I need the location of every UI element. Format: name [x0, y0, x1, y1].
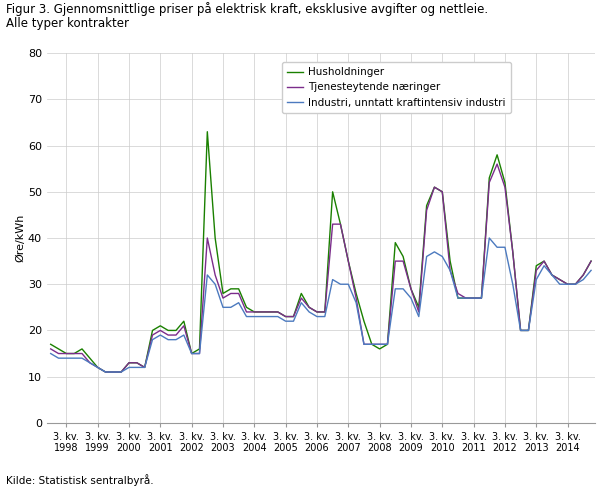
Industri, unntatt kraftintensiv industri [102, 369, 109, 375]
Tjenesteytende næringer [102, 369, 109, 375]
Husholdninger [102, 369, 109, 375]
Tjenesteytende næringer [47, 346, 54, 352]
Industri, unntatt kraftintensiv industri [220, 305, 227, 310]
Line: Industri, unntatt kraftintensiv industri: Industri, unntatt kraftintensiv industri [51, 238, 591, 372]
Line: Husholdninger: Husholdninger [51, 132, 591, 372]
Husholdninger [125, 360, 132, 366]
Text: Alle typer kontrakter: Alle typer kontrakter [6, 17, 129, 30]
Tjenesteytende næringer [587, 258, 595, 264]
Industri, unntatt kraftintensiv industri [125, 365, 132, 370]
Husholdninger [525, 327, 532, 333]
Husholdninger [290, 314, 297, 320]
Legend: Husholdninger, Tjenesteytende næringer, Industri, unntatt kraftintensiv industri: Husholdninger, Tjenesteytende næringer, … [282, 62, 511, 113]
Husholdninger [361, 318, 368, 324]
Industri, unntatt kraftintensiv industri [47, 350, 54, 356]
Y-axis label: Øre/kWh: Øre/kWh [15, 214, 25, 262]
Tjenesteytende næringer [525, 327, 532, 333]
Husholdninger [227, 286, 234, 292]
Industri, unntatt kraftintensiv industri [587, 267, 595, 273]
Industri, unntatt kraftintensiv industri [486, 235, 493, 241]
Tjenesteytende næringer [353, 295, 360, 301]
Line: Tjenesteytende næringer: Tjenesteytende næringer [51, 164, 591, 372]
Text: Kilde: Statistisk sentralbyrå.: Kilde: Statistisk sentralbyrå. [6, 474, 154, 486]
Tjenesteytende næringer [493, 161, 501, 167]
Tjenesteytende næringer [125, 360, 132, 366]
Industri, unntatt kraftintensiv industri [282, 318, 289, 324]
Tjenesteytende næringer [282, 314, 289, 320]
Industri, unntatt kraftintensiv industri [525, 327, 532, 333]
Industri, unntatt kraftintensiv industri [180, 332, 187, 338]
Husholdninger [47, 342, 54, 347]
Text: Figur 3. Gjennomsnittlige priser på elektrisk kraft, eksklusive avgifter og nett: Figur 3. Gjennomsnittlige priser på elek… [6, 2, 488, 17]
Industri, unntatt kraftintensiv industri [353, 300, 360, 305]
Husholdninger [180, 318, 187, 324]
Tjenesteytende næringer [180, 323, 187, 329]
Husholdninger [204, 129, 211, 135]
Tjenesteytende næringer [220, 295, 227, 301]
Husholdninger [587, 258, 595, 264]
